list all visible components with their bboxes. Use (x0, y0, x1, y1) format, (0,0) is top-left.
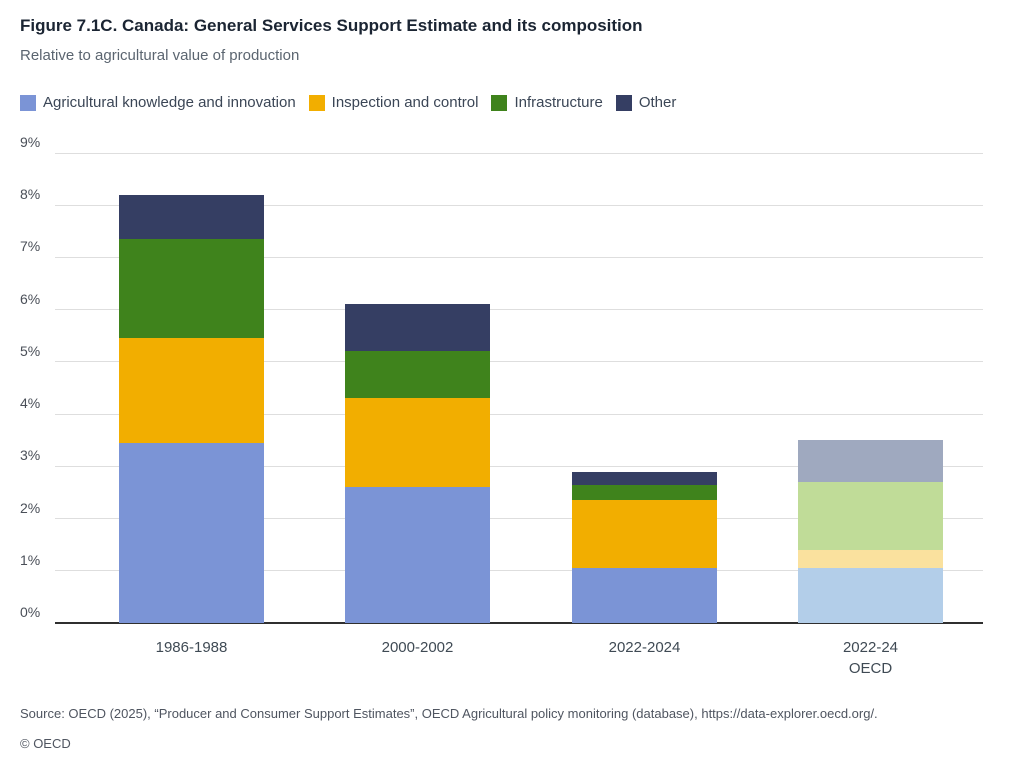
legend-item-agricultural-knowledge: Agricultural knowledge and innovation (20, 94, 296, 111)
y-axis-tick-label: 6% (20, 290, 41, 307)
legend-item-infrastructure: Infrastructure (491, 94, 603, 111)
source-note: Source: OECD (2025), “Producer and Consu… (20, 706, 878, 721)
bar-segment (345, 351, 490, 399)
bar-segment (798, 568, 943, 623)
bar-segment (572, 500, 717, 569)
x-axis-line (55, 622, 983, 624)
x-axis-category-label: 2022-24 OECD (842, 639, 899, 677)
legend-item-other: Other (615, 94, 677, 111)
y-axis-tick-label: 9% (20, 134, 41, 150)
y-axis-tick-label: 3% (20, 447, 41, 464)
y-axis-tick-label: 1% (20, 551, 41, 568)
legend-label: Other (638, 94, 677, 111)
bar-segment (798, 482, 943, 550)
bar-segment (572, 568, 717, 623)
y-axis-tick-label: 8% (20, 186, 41, 203)
x-axis-category-label: 2000-2002 (381, 639, 454, 656)
x-axis-category-label: 2022-2024 (608, 639, 681, 656)
legend-label: Agricultural knowledge and innovation (43, 94, 296, 111)
y-axis-tick-label: 5% (20, 342, 41, 359)
legend-label: Infrastructure (514, 94, 603, 111)
copyright-note: © OECD (20, 736, 71, 751)
bar-segment (798, 549, 943, 569)
gridline (55, 518, 983, 520)
gridline (55, 413, 983, 415)
figure-title: Figure 7.1C. Canada: General Services Su… (20, 16, 643, 35)
y-axis-tick-label: 2% (20, 499, 41, 516)
y-axis-tick-label: 7% (20, 238, 41, 255)
figure-subtitle: Relative to agricultural value of produc… (20, 47, 300, 64)
legend-label: Inspection and control (331, 94, 479, 111)
bar-segment (572, 484, 717, 501)
gridline (55, 309, 983, 311)
y-axis-tick-label: 0% (20, 604, 41, 620)
bar-segment (119, 338, 264, 443)
y-axis-tick-label: 4% (20, 395, 41, 412)
gridline (55, 361, 983, 363)
bar-segment (119, 194, 264, 240)
gridline (55, 256, 983, 258)
bar-segment (798, 440, 943, 482)
bar-segment (572, 471, 717, 485)
bar-segment (119, 239, 264, 339)
bar-segment (119, 442, 264, 623)
legend: Agricultural knowledge and innovation In… (20, 94, 676, 111)
bar-segment (345, 398, 490, 488)
gridline (55, 570, 983, 572)
legend-swatch-navy-icon (615, 94, 632, 111)
legend-item-inspection-control: Inspection and control (308, 94, 479, 111)
legend-swatch-blue-icon (20, 94, 36, 111)
gridline (55, 465, 983, 467)
bar-segment (345, 487, 490, 623)
legend-swatch-orange-icon (308, 94, 325, 111)
gridline (55, 204, 983, 206)
gridline (55, 152, 983, 154)
bar-segment (345, 304, 490, 352)
x-axis-category-label: 1986-1988 (155, 639, 228, 656)
legend-swatch-green-icon (491, 94, 508, 111)
